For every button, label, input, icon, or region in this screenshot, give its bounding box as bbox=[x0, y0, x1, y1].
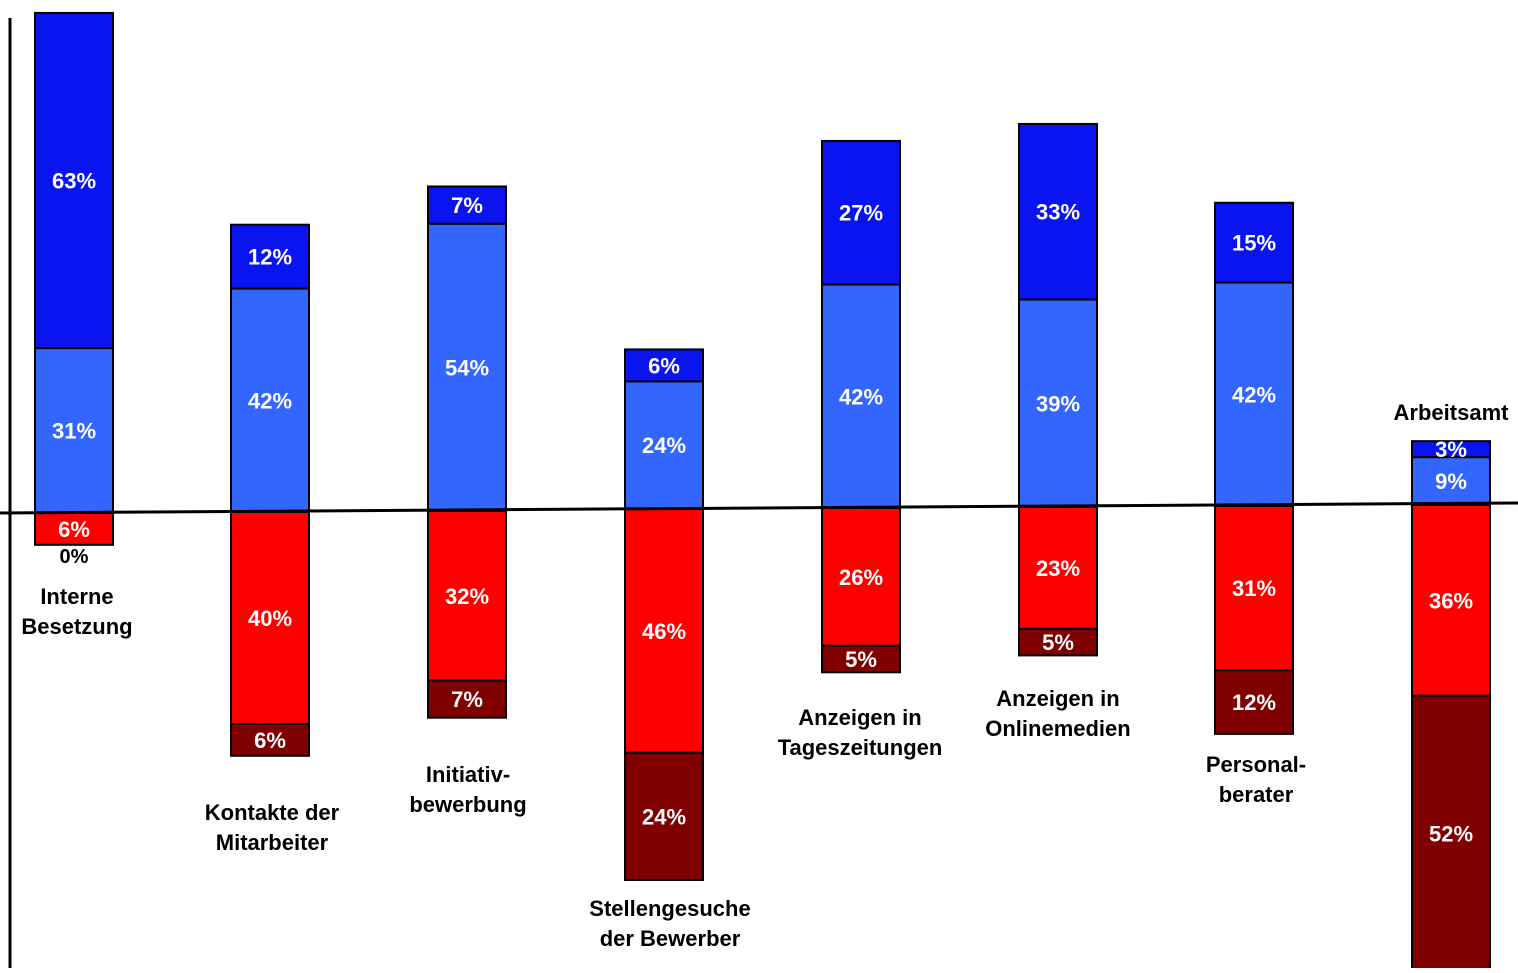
bar-value-label: 9% bbox=[1435, 469, 1467, 494]
bar-value-label: 3% bbox=[1435, 437, 1467, 462]
bar-value-label: 24% bbox=[642, 804, 686, 829]
bar-value-label: 39% bbox=[1036, 391, 1080, 416]
category-label: Mitarbeiter bbox=[216, 830, 329, 855]
category-label: bewerbung bbox=[409, 792, 526, 817]
bar-value-label: 0% bbox=[60, 546, 89, 568]
category-label: Kontakte der bbox=[205, 800, 340, 825]
bar-value-label: 5% bbox=[1042, 630, 1074, 655]
bar-value-label: 31% bbox=[52, 419, 96, 444]
bar-value-label: 27% bbox=[839, 201, 883, 226]
category-label: Arbeitsamt bbox=[1394, 400, 1510, 425]
category-label: Interne bbox=[40, 584, 113, 609]
bar-value-label: 42% bbox=[1232, 382, 1276, 407]
bar-value-label: 26% bbox=[839, 565, 883, 590]
category-label: Stellengesuche bbox=[589, 896, 750, 921]
bar-value-label: 15% bbox=[1232, 231, 1276, 256]
bar-value-label: 5% bbox=[845, 647, 877, 672]
bar-value-label: 24% bbox=[642, 433, 686, 458]
bar-value-label: 42% bbox=[839, 384, 883, 409]
bar-value-label: 6% bbox=[58, 517, 90, 542]
bar-value-label: 54% bbox=[445, 355, 489, 380]
category-label: Tageszeitungen bbox=[778, 735, 943, 760]
category-label: Personal- bbox=[1206, 752, 1306, 777]
category-label: Anzeigen in bbox=[798, 705, 921, 730]
category-label: Besetzung bbox=[21, 614, 132, 639]
bar-value-label: 36% bbox=[1429, 588, 1473, 613]
bar-value-label: 46% bbox=[642, 619, 686, 644]
bar-value-label: 23% bbox=[1036, 556, 1080, 581]
category-label: der Bewerber bbox=[600, 926, 741, 951]
bar-value-label: 40% bbox=[248, 606, 292, 631]
category-label: Initiativ- bbox=[426, 762, 510, 787]
bar-value-label: 42% bbox=[248, 388, 292, 413]
bar-value-label: 7% bbox=[451, 687, 483, 712]
category-label: Onlinemedien bbox=[985, 716, 1130, 741]
bar-value-label: 32% bbox=[445, 584, 489, 609]
category-label: Anzeigen in bbox=[996, 686, 1119, 711]
bar-value-label: 7% bbox=[451, 193, 483, 218]
category-label: berater bbox=[1219, 782, 1294, 807]
bar-value-label: 12% bbox=[1232, 690, 1276, 715]
bar-value-label: 12% bbox=[248, 245, 292, 270]
bar-value-label: 33% bbox=[1036, 200, 1080, 225]
bar-value-label: 63% bbox=[52, 169, 96, 194]
bar-value-label: 52% bbox=[1429, 822, 1473, 847]
bar-value-label: 31% bbox=[1232, 576, 1276, 601]
bar-value-label: 6% bbox=[648, 353, 680, 378]
bar-value-label: 6% bbox=[254, 728, 286, 753]
